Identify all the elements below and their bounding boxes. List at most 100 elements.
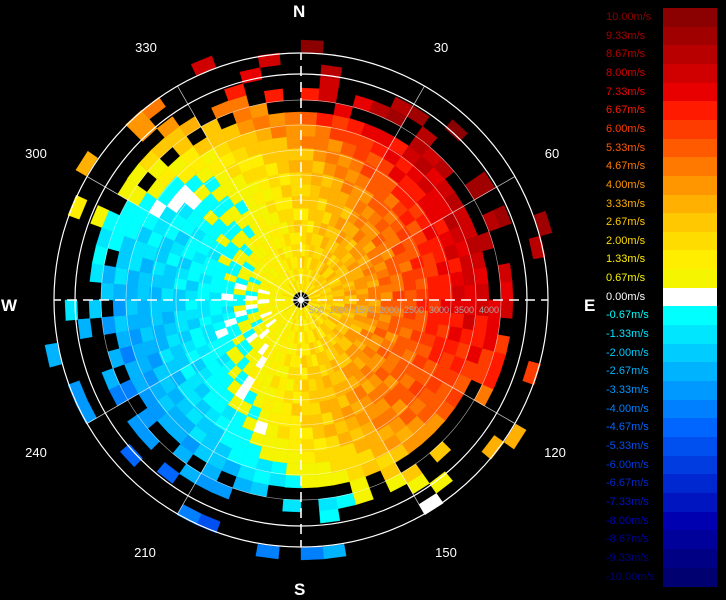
velocity-bin <box>268 473 286 488</box>
velocity-bin <box>500 299 514 319</box>
velocity-bin <box>481 435 505 460</box>
velocity-bin <box>426 275 441 290</box>
velocity-bin <box>322 544 347 560</box>
velocity-bin <box>316 473 334 488</box>
velocity-bin <box>300 463 317 477</box>
velocity-bin <box>300 367 309 381</box>
velocity-bin <box>300 159 314 173</box>
velocity-bin <box>91 244 109 266</box>
bearing-label: 330 <box>135 40 157 55</box>
compass-west-label: W <box>1 296 18 315</box>
velocity-bin <box>452 109 477 134</box>
legend-label: 0.67m/s <box>606 272 646 285</box>
legend-label: -5.33m/s <box>606 439 649 452</box>
velocity-bin <box>450 313 465 329</box>
velocity-bin <box>476 283 490 301</box>
azimuth-spoke <box>300 299 425 515</box>
range-ring <box>125 124 477 476</box>
velocity-bin <box>160 287 174 301</box>
velocity-bin <box>300 415 313 429</box>
velocity-bin <box>403 279 417 292</box>
legend-swatch <box>663 250 717 270</box>
velocity-bin <box>284 475 302 489</box>
legend-swatch <box>663 231 717 251</box>
velocity-bin <box>429 441 452 463</box>
velocity-bin <box>310 414 324 428</box>
velocity-bin <box>289 171 302 185</box>
legend-label: 8.67m/s <box>606 48 646 61</box>
velocity-bin <box>100 282 114 301</box>
legend-swatch <box>663 474 717 494</box>
velocity-bin <box>268 112 286 127</box>
velocity-bin <box>292 207 302 221</box>
velocity-bin <box>280 184 293 198</box>
velocity-bin <box>285 123 302 137</box>
bearing-label: 60 <box>545 146 559 161</box>
velocity-bin <box>300 379 310 393</box>
velocity-bin <box>522 360 541 386</box>
velocity-bin <box>276 160 291 175</box>
legend-swatch <box>663 492 717 513</box>
velocity-bin <box>474 315 489 333</box>
bearing-label: 300 <box>25 146 47 161</box>
velocity-bin <box>300 391 311 405</box>
velocity-bin <box>290 403 302 417</box>
legend-swatch <box>663 436 717 457</box>
bearing-label: 210 <box>134 545 156 560</box>
velocity-bin <box>464 284 478 301</box>
legend-label: -9.33m/s <box>606 551 649 564</box>
legend-swatch <box>663 119 717 140</box>
grid-labels: 500 1000 1500 2000 2500 3000 3500 4000 30 60 120 15… <box>25 40 566 560</box>
velocity-bin <box>314 136 330 151</box>
velocity-bin <box>309 402 322 416</box>
velocity-bin <box>282 499 302 513</box>
azimuth-spoke <box>300 299 516 424</box>
range-ring-label: 4000 <box>479 305 499 315</box>
legend-swatch <box>663 362 717 382</box>
legend-label: 9.33m/s <box>606 29 646 42</box>
legend-label: 1.33m/s <box>606 253 646 266</box>
velocity-bin <box>286 451 302 465</box>
legend-swatch <box>663 343 717 363</box>
velocity-bin <box>208 291 222 301</box>
velocity-bin <box>67 380 88 406</box>
velocity-bin <box>184 299 198 311</box>
velocity-bin <box>101 459 126 485</box>
velocity-bin <box>113 267 128 285</box>
legend-swatch <box>663 8 717 28</box>
bearing-label: 240 <box>25 445 47 460</box>
velocity-bin <box>137 271 152 287</box>
legend-swatch <box>663 175 717 195</box>
velocity-bin <box>176 504 202 526</box>
velocity-bin <box>292 379 302 393</box>
velocity-bin <box>286 135 302 149</box>
legend-swatch <box>663 567 717 587</box>
velocity-bin <box>172 299 186 312</box>
velocity-bin <box>474 267 489 285</box>
velocity-bin <box>190 55 217 76</box>
velocity-bin <box>290 183 302 197</box>
velocity-bin <box>188 96 212 117</box>
velocity-bin <box>156 116 180 138</box>
velocity-bin <box>211 48 238 68</box>
velocity-bin <box>300 111 318 125</box>
velocity-bin <box>311 160 326 175</box>
velocity-bin <box>44 342 62 368</box>
velocity-bin <box>77 318 93 340</box>
velocity-bin <box>300 403 312 417</box>
velocity-bin <box>300 195 311 209</box>
azimuth-spoke <box>300 85 425 301</box>
range-ring-label: 1000 <box>329 305 349 315</box>
velocity-bin <box>272 449 288 464</box>
legend-label: 7.33m/s <box>606 85 646 98</box>
velocity-bin <box>285 463 302 477</box>
legend-swatch <box>663 101 717 121</box>
legend-swatch <box>663 418 717 438</box>
legend-label: -7.33m/s <box>606 495 649 508</box>
velocity-bin <box>314 449 330 464</box>
legend-swatch <box>663 530 717 550</box>
velocity-bin <box>291 195 302 209</box>
velocity-bin <box>533 210 553 237</box>
bearing-label: 30 <box>434 40 448 55</box>
polar-grid <box>53 52 549 548</box>
